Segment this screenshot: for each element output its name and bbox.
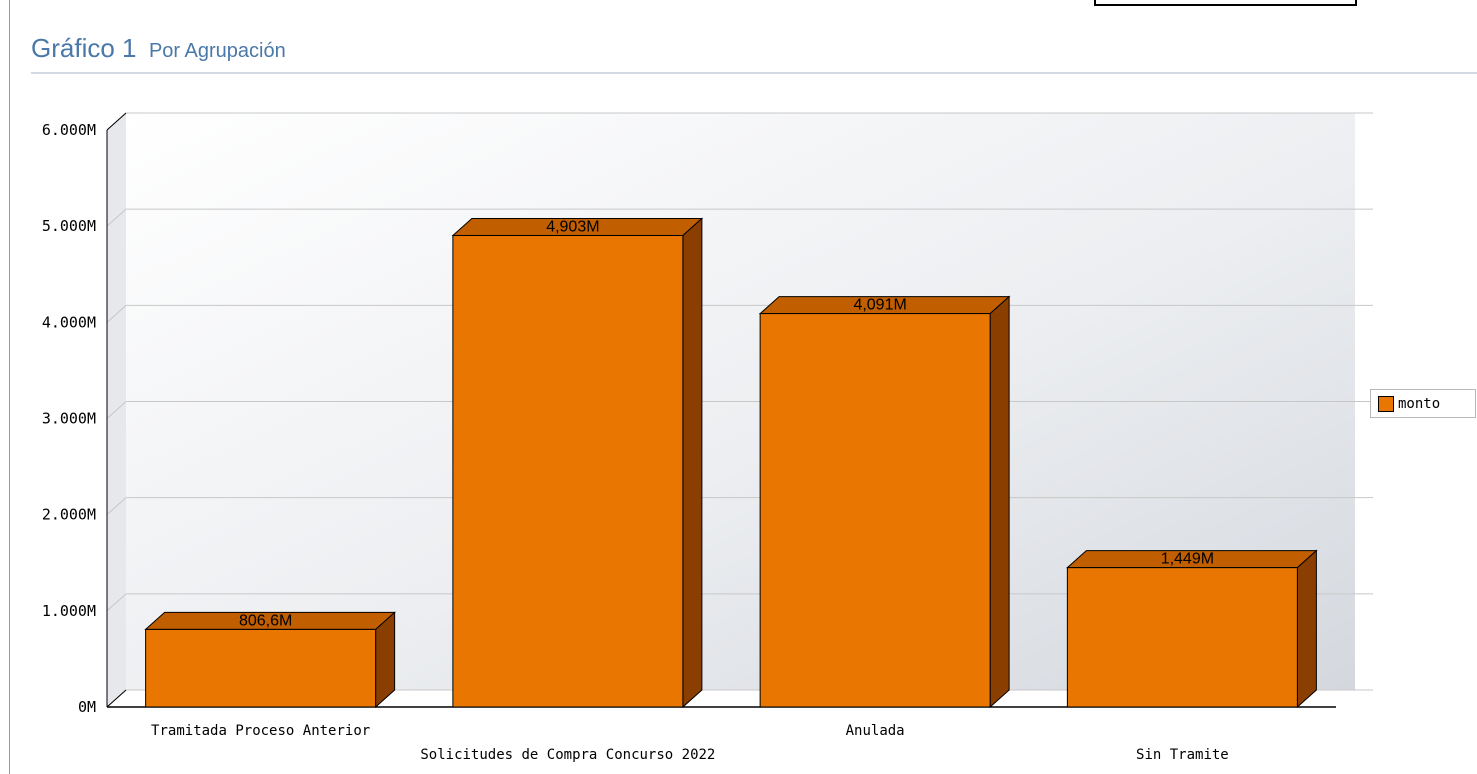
x-category-label: Anulada [846,723,905,739]
x-category-label: Solicitudes de Compra Concurso 2022 [420,747,715,763]
bar-side [989,295,1010,709]
gridline-side [106,497,127,516]
gridline-side [106,593,127,612]
y-tick-label: 1.000M [42,602,96,620]
gridline-side [106,304,127,323]
data-label: 4,903M [546,218,599,235]
data-label: 806,6M [239,612,292,629]
bar [452,234,684,708]
y-tick-label: 3.000M [42,410,96,428]
bar [145,628,377,708]
data-label: 1,449M [1161,551,1214,568]
bar [759,313,991,708]
legend-label-monto: monto [1398,395,1441,412]
y-tick-label: 4.000M [42,313,96,331]
y-axis-top [106,112,127,131]
bar-side [1296,549,1317,709]
bar [1066,567,1298,708]
y-tick-label: 5.000M [42,217,96,235]
y-tick-label: 2.000M [42,506,96,524]
page-left-border [9,0,10,774]
gridline-side [106,208,127,227]
x-axis-depth [106,689,127,708]
chart-title: Gráfico 1 [31,33,137,63]
top-frame-bar [1094,0,1357,6]
data-label: 4,091M [853,297,906,314]
y-tick-label: 6.000M [42,121,96,139]
bar-side [682,217,703,709]
x-category-label: Tramitada Proceso Anterior [151,723,370,739]
header-divider [31,72,1477,74]
gridline-side [106,401,127,419]
chart-subtitle: Por Agrupación [148,40,286,62]
bar-side [375,611,396,709]
chart-header: Gráfico 1 Por Agrupación [31,33,286,64]
x-category-label: Sin Tramite [1136,747,1229,763]
y-tick-label: 0M [78,698,96,716]
legend-swatch-monto [1378,395,1394,412]
chart-legend: monto [1370,389,1476,418]
